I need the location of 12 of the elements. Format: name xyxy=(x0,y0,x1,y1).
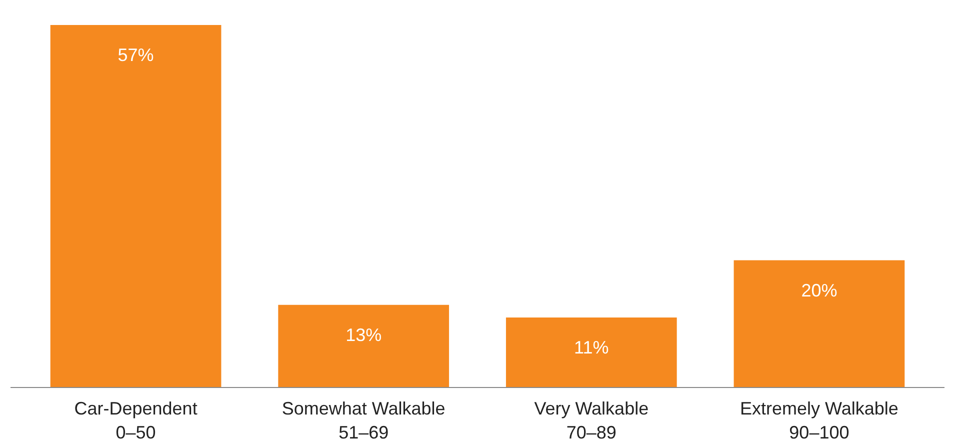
data-label: 20% xyxy=(801,280,838,300)
data-label: 11% xyxy=(574,338,609,358)
bar xyxy=(50,25,222,388)
data-label: 13% xyxy=(346,324,382,345)
x-tick-label: Somewhat Walkable 51–69 xyxy=(282,398,446,442)
bar xyxy=(278,304,450,388)
data-label: 57% xyxy=(118,45,154,65)
x-tick-label: Car-Dependent 0–50 xyxy=(74,398,198,442)
x-tick-label: Extremely Walkable 90–100 xyxy=(740,398,898,442)
bar xyxy=(506,318,677,388)
x-tick-label: Very Walkable 70–89 xyxy=(534,398,649,442)
bar xyxy=(734,260,905,388)
